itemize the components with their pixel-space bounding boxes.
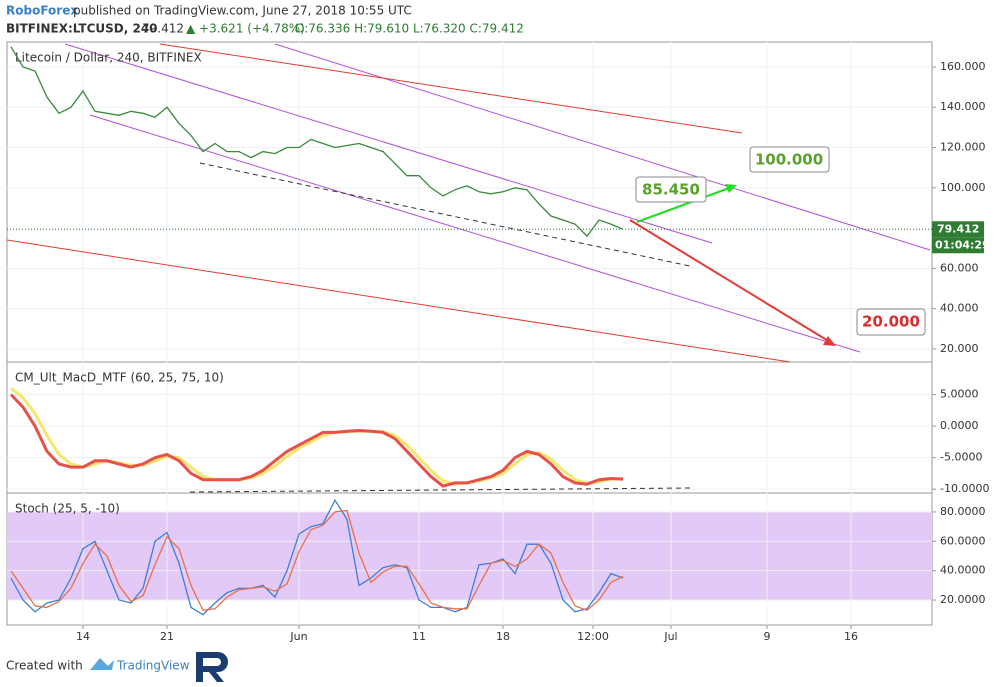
callout-label: 85.450 — [642, 181, 700, 199]
panel-title: CM_Ult_MacD_MTF (60, 25, 75, 10) — [15, 371, 224, 385]
trend-line — [6, 239, 791, 363]
countdown: 01:04:29 — [935, 238, 990, 251]
callout-label: 20.000 — [862, 313, 920, 331]
stoch-band — [7, 511, 932, 601]
y-tick-label: 5.0000 — [940, 388, 979, 401]
arrow-head — [823, 336, 836, 346]
callout-label: 100.000 — [755, 151, 823, 169]
y-tick-label: 40.0000 — [940, 564, 986, 577]
tv-logo — [90, 658, 114, 670]
last: 79.412 — [142, 22, 184, 36]
x-tick-label: 12:00 — [577, 630, 609, 643]
panel-title: Litecoin / Dollar, 240, BITFINEX — [15, 51, 202, 65]
y-tick-label: 20.0000 — [940, 593, 986, 606]
series-line — [10, 509, 624, 612]
last-price-box — [932, 221, 984, 238]
y-tick-label: 80.0000 — [940, 505, 986, 518]
change: ▲ +3.621 (+4.78%) — [186, 22, 305, 36]
roboforex-logo — [196, 652, 228, 682]
support-line — [199, 162, 691, 267]
x-tick-label: 18 — [496, 630, 510, 643]
published: published on TradingView.com, June 27, 2… — [73, 4, 412, 18]
y-tick-label: 40.000 — [940, 302, 979, 315]
x-tick-label: 16 — [844, 630, 858, 643]
callout — [749, 146, 830, 173]
channel-line — [64, 43, 713, 244]
plot-frame — [6, 41, 933, 626]
trend-line — [159, 43, 743, 134]
series-line — [10, 498, 624, 616]
y-tick-label: 120.000 — [940, 141, 986, 154]
series-line — [10, 46, 624, 238]
footer-brand: TradingView — [116, 659, 190, 673]
publisher: RoboForex — [6, 4, 78, 18]
drawings: 85.450 100.000 20.000 — [6, 43, 931, 493]
support-line — [189, 487, 691, 493]
y-tick-label: 0.0000 — [940, 419, 979, 432]
x-tick-label: 11 — [412, 630, 426, 643]
y-tick-label: 60.0000 — [940, 534, 986, 547]
countdown-box — [932, 237, 984, 254]
x-tick-label: Jul — [663, 630, 677, 643]
footer-created: Created with — [6, 659, 83, 673]
y-tick-label: -10.0000 — [940, 482, 989, 495]
y-tick-label: 100.000 — [940, 181, 986, 194]
y-tick-label: 160.000 — [940, 60, 986, 73]
y-tick-label: 20.000 — [940, 342, 979, 355]
series-line — [9, 393, 624, 488]
callout — [635, 176, 707, 203]
arrow-down — [629, 219, 831, 343]
arrow-head — [725, 184, 737, 193]
y-tick-label: -5.0000 — [940, 451, 982, 464]
last-price-label: 79.412 — [937, 222, 979, 235]
y-tick-label: 140.000 — [940, 100, 986, 113]
x-tick-label: 9 — [763, 630, 770, 643]
arrow-up — [636, 186, 733, 223]
x-tick-label: 21 — [160, 630, 174, 643]
x-tick-label: 14 — [76, 630, 90, 643]
ohlc: O:76.336 H:79.610 L:76.320 C:79.412 — [295, 22, 524, 36]
callout — [856, 308, 926, 336]
y-tick-label: 60.000 — [940, 261, 979, 274]
channel-line — [89, 114, 861, 353]
panel-title: Stoch (25, 5, -10) — [15, 502, 120, 516]
x-tick-label: Jun — [289, 630, 307, 643]
symbol: BITFINEX:LTCUSD, 240 — [6, 22, 158, 36]
